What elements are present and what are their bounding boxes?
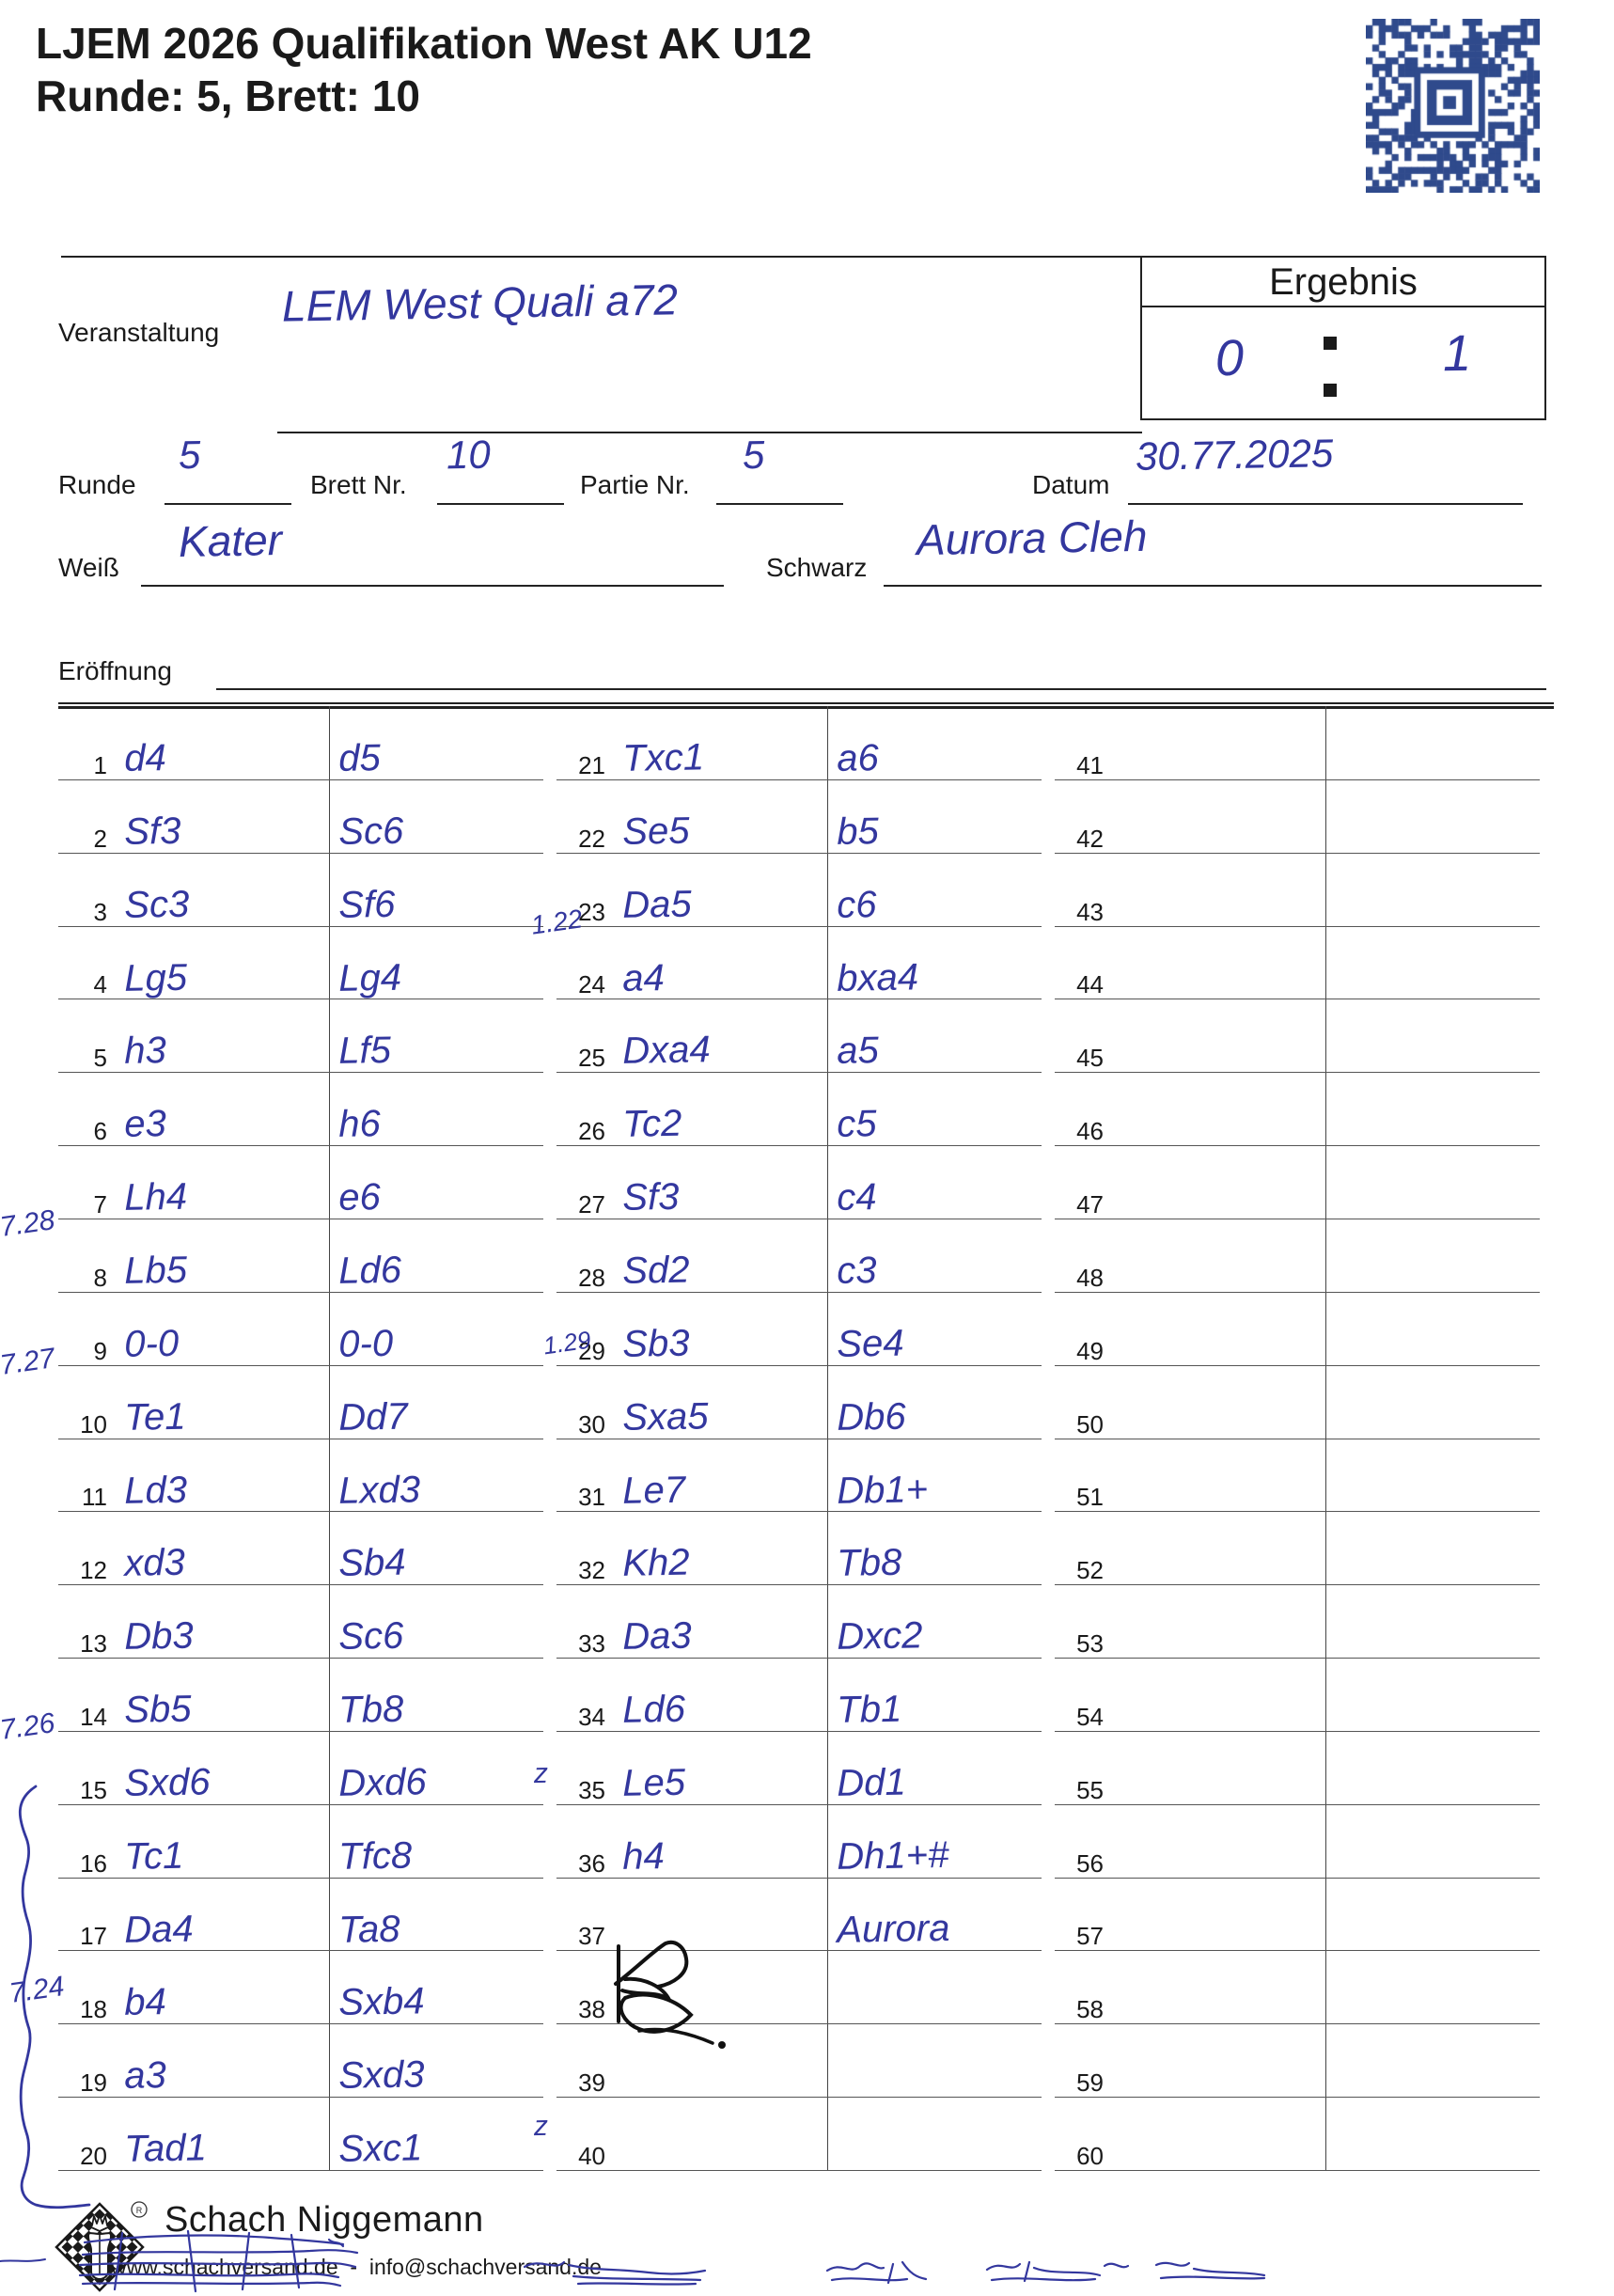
svg-text:R: R: [136, 2206, 143, 2215]
